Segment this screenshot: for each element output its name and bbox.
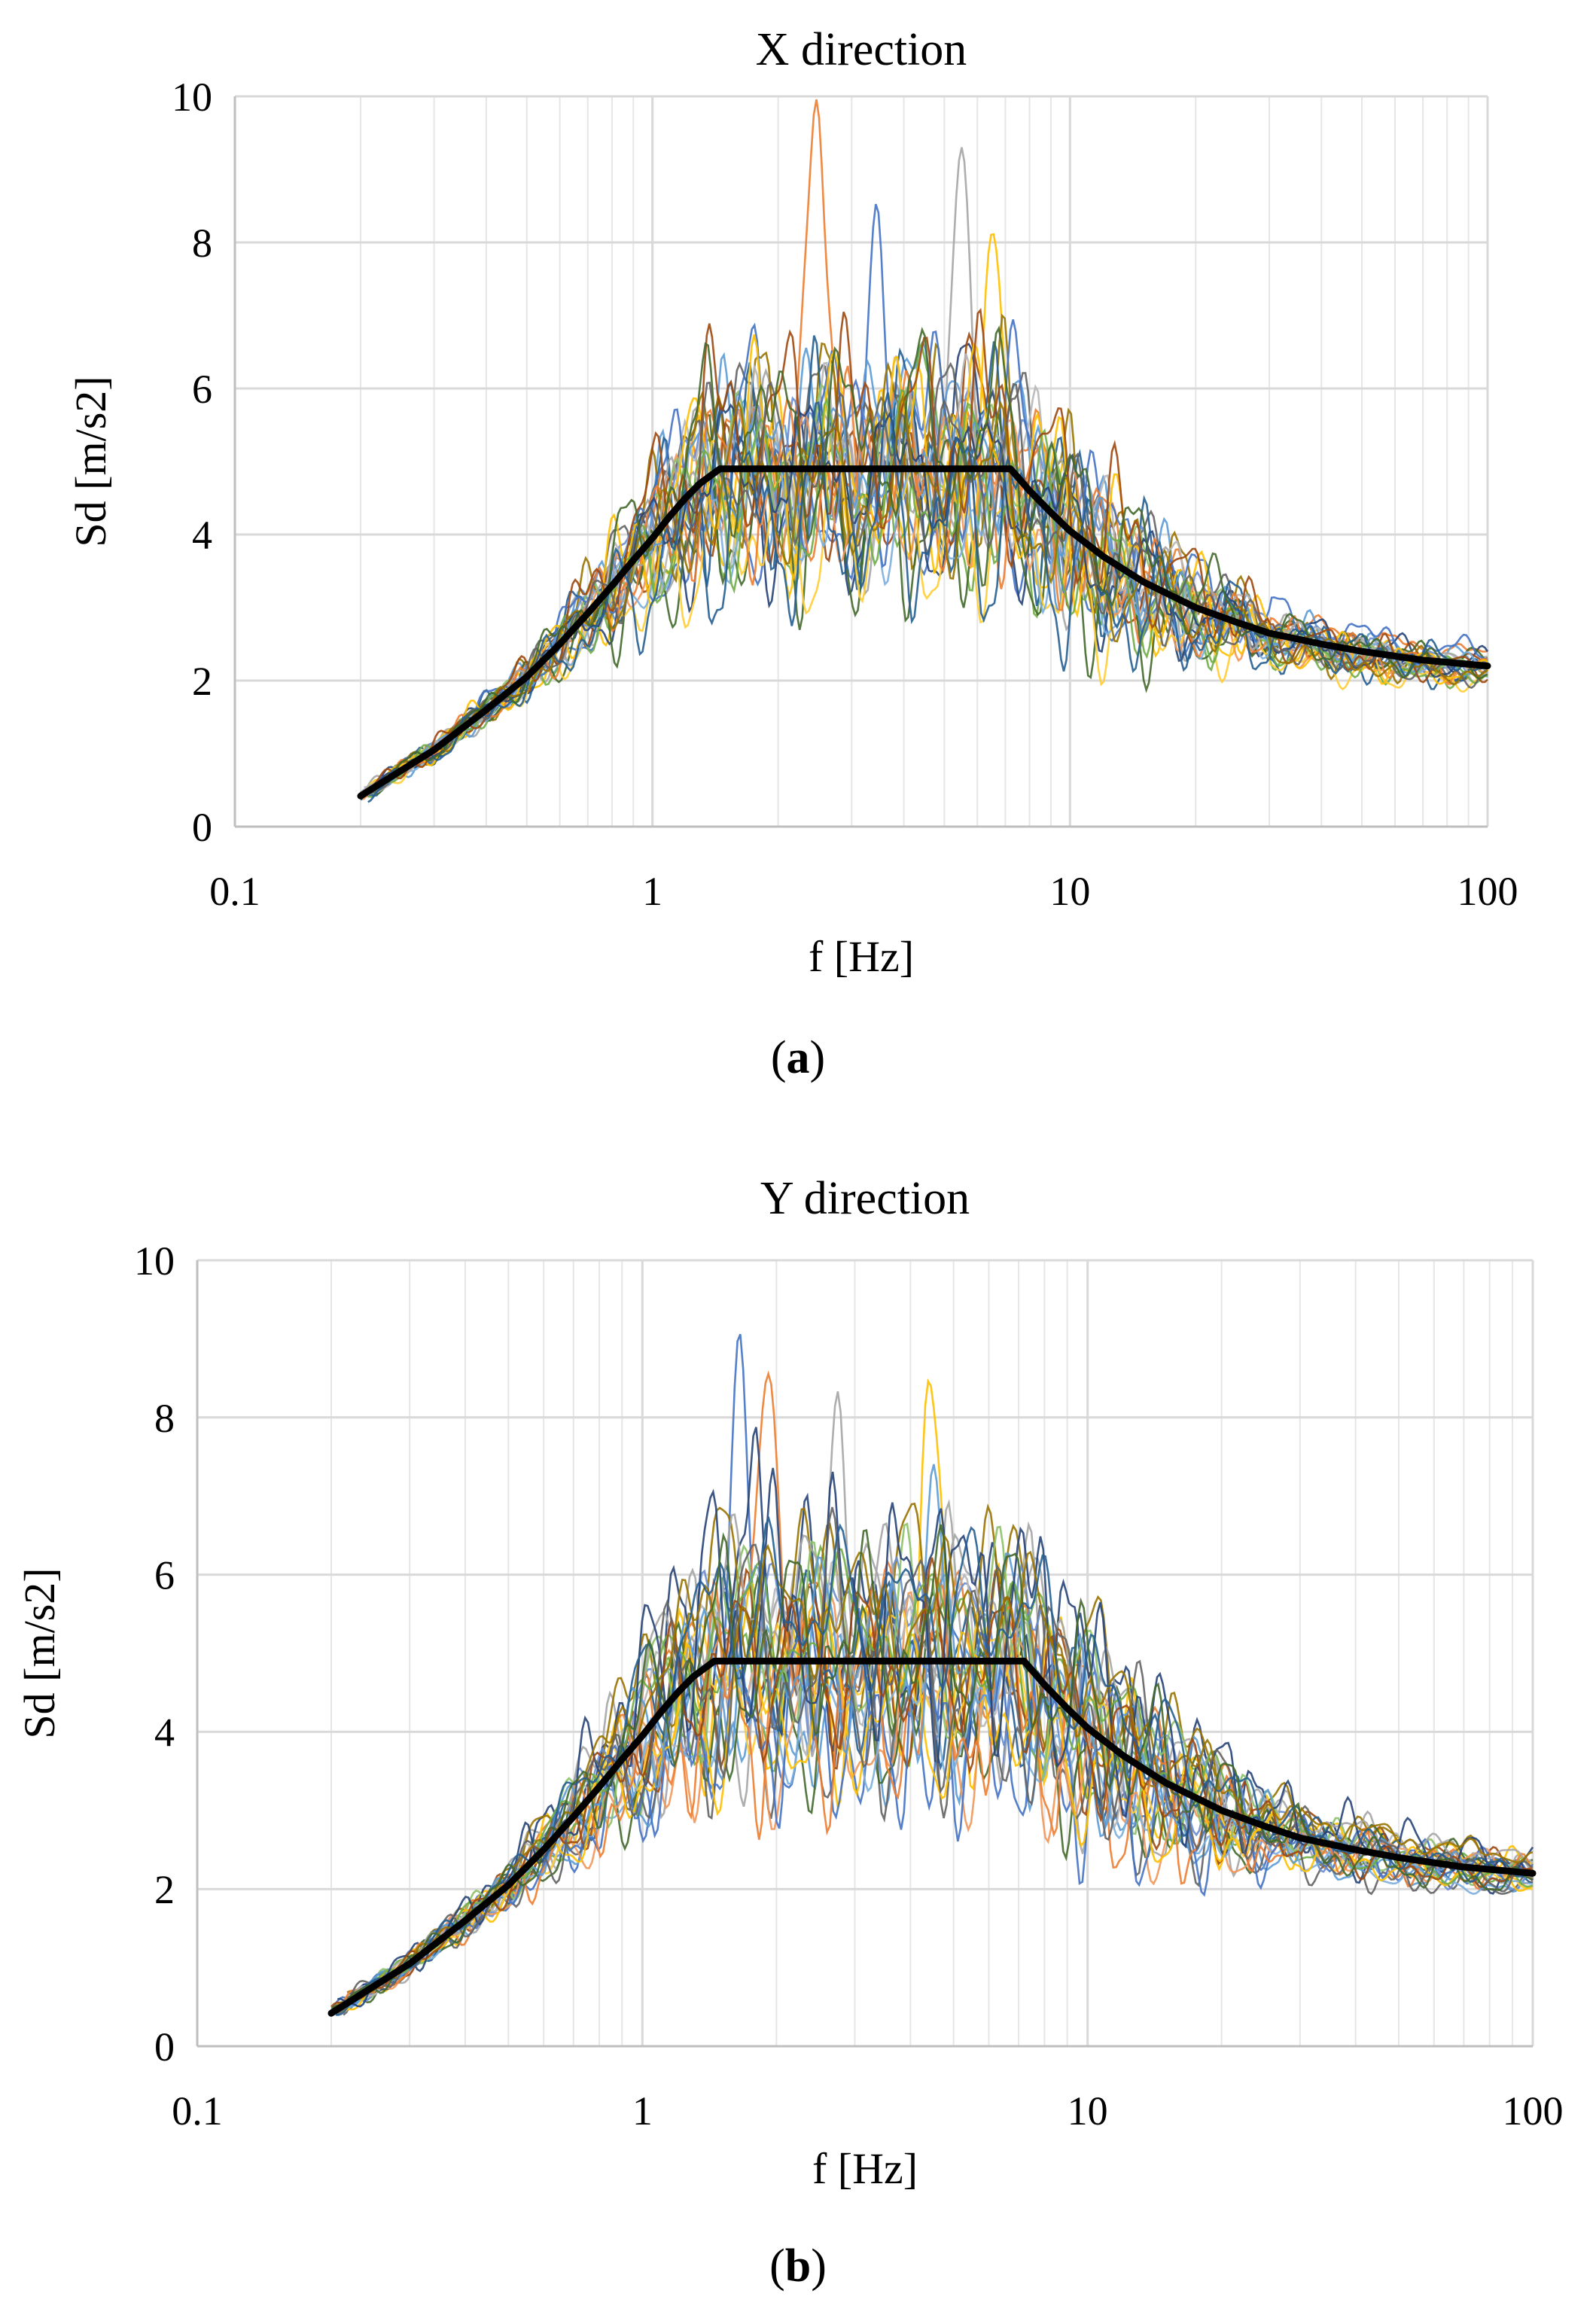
x-tick-label: 0.1 [209,869,260,914]
y-axis-label: Sd [m/s2] [15,1567,64,1738]
panel-a-x-direction: 0 2 4 6 8 10 0.1 1 10 100 X direction f [Hz] Sd [m/s… [66,24,1518,1083]
panel-caption: (a) [771,1032,825,1083]
record-spectrum-line [376,325,1488,787]
record-spectrum-line [367,391,1488,803]
record-spectrum-line [330,1524,1534,2009]
y-tick-label: 0 [154,2024,175,2070]
y-axis-label: Sd [m/s2] [66,376,115,547]
y-tick-label: 8 [154,1396,175,1441]
record-spectrum-line [337,1427,1534,2012]
record-spectrum-line [336,1506,1534,2015]
x-tick-label: 1 [632,2088,653,2134]
y-tick-label: 2 [154,1867,175,1912]
target-spectrum-line [357,465,1491,800]
x-tick-label: 10 [1049,869,1090,914]
record-spectrum-line [360,203,1488,797]
target-spectrum-line [327,1657,1537,2017]
record-spectrum-line [375,394,1488,789]
y-tick-label: 10 [172,75,212,120]
y-tick-label: 8 [192,221,212,266]
record-spectra [360,99,1489,803]
record-spectrum-line [334,1591,1534,2009]
record-spectrum-line [345,1378,1534,2002]
record-spectrum-line [369,343,1489,793]
x-axis-label: f [Hz] [809,932,914,981]
record-spectrum-line [373,388,1488,793]
record-spectrum-line [334,1534,1534,2009]
x-tick-label: 100 [1503,2088,1564,2134]
x-tick-label: 1 [642,869,662,914]
record-spectra [330,1333,1534,2017]
record-spectrum-line [373,313,1488,793]
chart-title: Y direction [760,1173,970,1224]
y-tick-label: 2 [192,659,212,704]
record-spectrum-line [339,1370,1534,2007]
y-tick-label: 4 [154,1710,175,1755]
y-tick-label: 6 [154,1553,175,1598]
x-tick-label: 0.1 [172,2088,223,2134]
panel-b-y-direction: 0 2 4 6 8 10 0.1 1 10 100 Y direction f [Hz] Sd [m/s… [15,1173,1564,2292]
y-tick-label: 6 [192,367,212,412]
record-spectrum-line [371,233,1489,784]
record-spectrum-line [364,353,1488,793]
y-tick-label: 4 [192,513,212,558]
x-tick-label: 100 [1457,869,1518,914]
x-axis-label: f [Hz] [812,2144,918,2193]
panel-caption: (b) [769,2240,827,2292]
y-tick-label: 0 [192,805,212,850]
chart-title: X direction [756,24,967,75]
record-spectrum-line [370,396,1488,787]
y-tick-label: 10 [134,1238,175,1284]
x-tick-label: 10 [1068,2088,1108,2134]
